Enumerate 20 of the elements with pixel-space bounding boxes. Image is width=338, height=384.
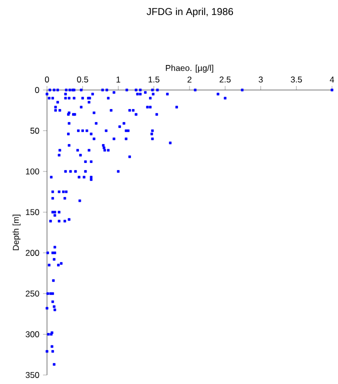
y-tick-label: 300 (26, 331, 40, 338)
x-tick-label: 3 (258, 76, 263, 82)
y-tick-label: 0 (35, 87, 40, 93)
x-tick-label: 1.5 (148, 76, 160, 82)
x-axis-title: Phaeo. [µg/l] (166, 64, 214, 73)
x-tick-label: 0.5 (77, 76, 88, 82)
x-tick-label: 0 (44, 76, 50, 82)
y-tick-label: 50 (30, 128, 40, 134)
chart-title: JFDG in April, 1986 (146, 8, 234, 18)
x-tick-label: 3.5 (290, 76, 302, 82)
y-tick-label: 100 (26, 168, 40, 174)
y-tick-label: 200 (26, 250, 40, 256)
y-axis-title: Depth [m] (12, 214, 21, 250)
y-tick-label: 150 (26, 209, 40, 216)
x-tick-label: 2.5 (220, 76, 231, 82)
x-tick-label: 4 (330, 76, 334, 82)
x-tick-label: 1 (116, 76, 120, 82)
x-tick-label: 2 (188, 76, 192, 82)
y-tick-label: 250 (26, 290, 40, 297)
y-tick-label: 350 (26, 372, 40, 378)
